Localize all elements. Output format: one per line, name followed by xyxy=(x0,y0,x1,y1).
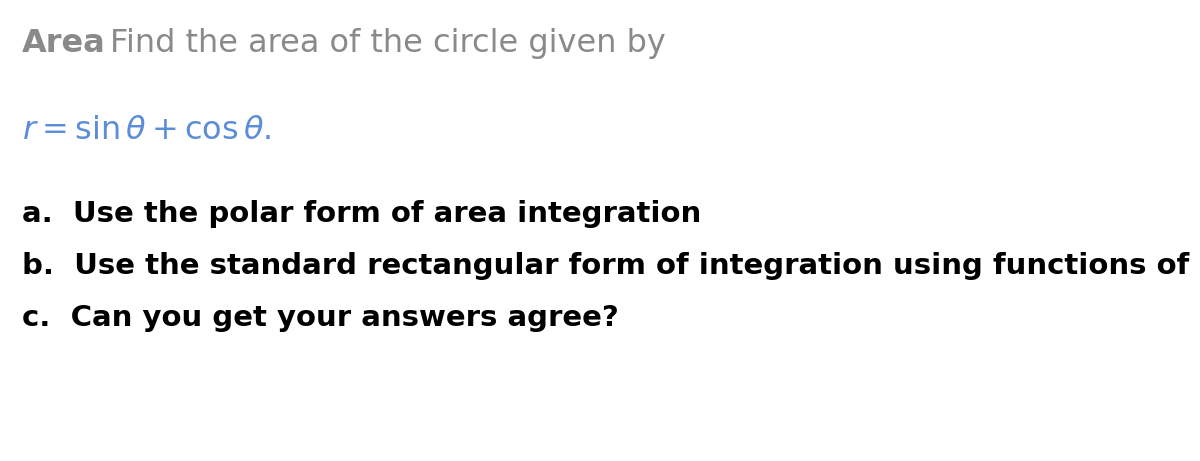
Text: Area: Area xyxy=(22,28,106,59)
Text: $r = \sin\theta + \cos\theta.$: $r = \sin\theta + \cos\theta.$ xyxy=(22,115,271,146)
Text: Find the area of the circle given by: Find the area of the circle given by xyxy=(110,28,666,59)
Text: b.  Use the standard rectangular form of integration using functions of x: b. Use the standard rectangular form of … xyxy=(22,252,1200,280)
Text: c.  Can you get your answers agree?: c. Can you get your answers agree? xyxy=(22,304,619,332)
Text: a.  Use the polar form of area integration: a. Use the polar form of area integratio… xyxy=(22,200,701,228)
